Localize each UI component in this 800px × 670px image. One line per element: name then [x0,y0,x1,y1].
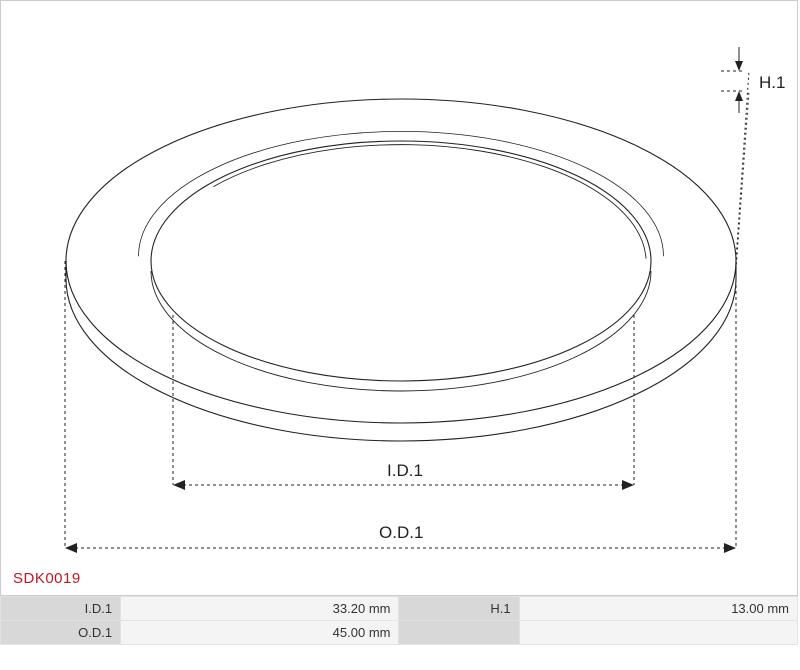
h-dimension-label: H.1 [759,73,785,93]
part-number: SDK0019 [13,570,81,587]
dimensions-table: I.D.1 33.20 mm H.1 13.00 mm O.D.1 45.00 … [0,596,798,645]
washer-svg [1,1,797,595]
table-row: I.D.1 33.20 mm H.1 13.00 mm [1,597,798,621]
od-val-cell: 45.00 mm [121,621,399,645]
od-dimension-label: O.D.1 [379,523,423,543]
empty-val-cell [519,621,797,645]
id-val-cell: 33.20 mm [121,597,399,621]
empty-key-cell [399,621,519,645]
od-key-cell: O.D.1 [1,621,121,645]
table-row: O.D.1 45.00 mm [1,621,798,645]
technical-drawing: I.D.1 O.D.1 H.1 SDK0019 [0,0,798,596]
h-val-cell: 13.00 mm [519,597,797,621]
h-key-cell: H.1 [399,597,519,621]
id-dimension-label: I.D.1 [387,461,423,481]
id-key-cell: I.D.1 [1,597,121,621]
